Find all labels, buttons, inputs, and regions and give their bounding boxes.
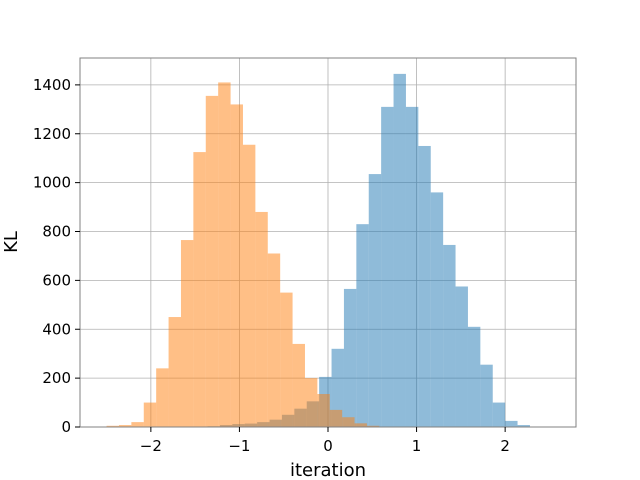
histogram-bar-series-2 <box>267 253 281 427</box>
histogram-bar-series-2 <box>205 95 219 427</box>
histogram-bar-series-2 <box>156 368 169 427</box>
histogram-bar-series-2 <box>329 409 343 427</box>
histogram-bar-series-2 <box>292 343 305 427</box>
histogram-bar-series-2 <box>230 104 243 427</box>
histogram-bar-series-1 <box>517 425 530 427</box>
histogram-bar-series-2 <box>366 425 380 427</box>
histogram-bar-series-2 <box>354 423 367 427</box>
axis-ticks: −2 −1 0 1 2 0 200 400 600 800 1000 1200 1400 <box>33 76 510 455</box>
histogram-bars <box>106 73 530 428</box>
histogram-bar-series-1 <box>430 192 444 427</box>
y-axis-label: KL <box>1 231 22 253</box>
histogram-bar-series-2 <box>317 394 330 427</box>
histogram-bar-series-2 <box>193 152 206 428</box>
histogram-bar-series-2 <box>143 402 157 427</box>
histogram-bar-series-1 <box>455 286 468 427</box>
histogram-bar-series-1 <box>492 402 506 427</box>
histogram-bar-series-2 <box>180 240 194 427</box>
histogram-bar-series-2 <box>242 144 256 428</box>
histogram-bar-series-1 <box>343 288 357 427</box>
histogram-bar-series-1 <box>368 174 382 427</box>
histogram-bar-series-2 <box>304 378 318 427</box>
y-tick-label: 1000 <box>33 174 71 192</box>
y-tick-label: 200 <box>42 369 71 387</box>
x-tick-label: 2 <box>500 437 510 455</box>
x-tick-label: −1 <box>228 437 250 455</box>
histogram-bar-series-2 <box>131 422 144 427</box>
x-axis-label: iteration <box>290 460 366 480</box>
histogram-bar-series-1 <box>480 364 493 427</box>
histogram-bar-series-1 <box>405 106 419 427</box>
y-tick-label: 1200 <box>33 125 71 143</box>
histogram-bar-series-1 <box>467 326 481 427</box>
y-tick-label: 1400 <box>33 76 71 94</box>
y-tick-label: 400 <box>42 320 71 338</box>
y-tick-label: 0 <box>61 418 71 436</box>
y-tick-label: 800 <box>42 223 71 241</box>
histogram-bar-series-2 <box>106 425 119 427</box>
histogram-bar-series-1 <box>443 244 456 427</box>
histogram-bar-series-2 <box>218 82 231 428</box>
histogram-bar-series-1 <box>356 224 369 427</box>
histogram-bar-series-2 <box>168 317 181 427</box>
histogram-bar-series-2 <box>280 292 293 427</box>
histogram-bar-series-2 <box>255 211 268 427</box>
x-tick-label: 1 <box>412 437 422 455</box>
histogram-bar-series-1 <box>418 145 431 427</box>
histogram-bar-series-1 <box>381 106 394 427</box>
histogram-bar-series-2 <box>342 417 355 427</box>
histogram-bar-series-2 <box>118 425 132 427</box>
y-tick-label: 600 <box>42 271 71 289</box>
x-tick-label: 0 <box>323 437 333 455</box>
x-tick-label: −2 <box>140 437 162 455</box>
histogram-bar-series-1 <box>393 73 406 428</box>
histogram-bar-series-1 <box>505 420 518 427</box>
histogram-bar-series-1 <box>331 348 344 427</box>
